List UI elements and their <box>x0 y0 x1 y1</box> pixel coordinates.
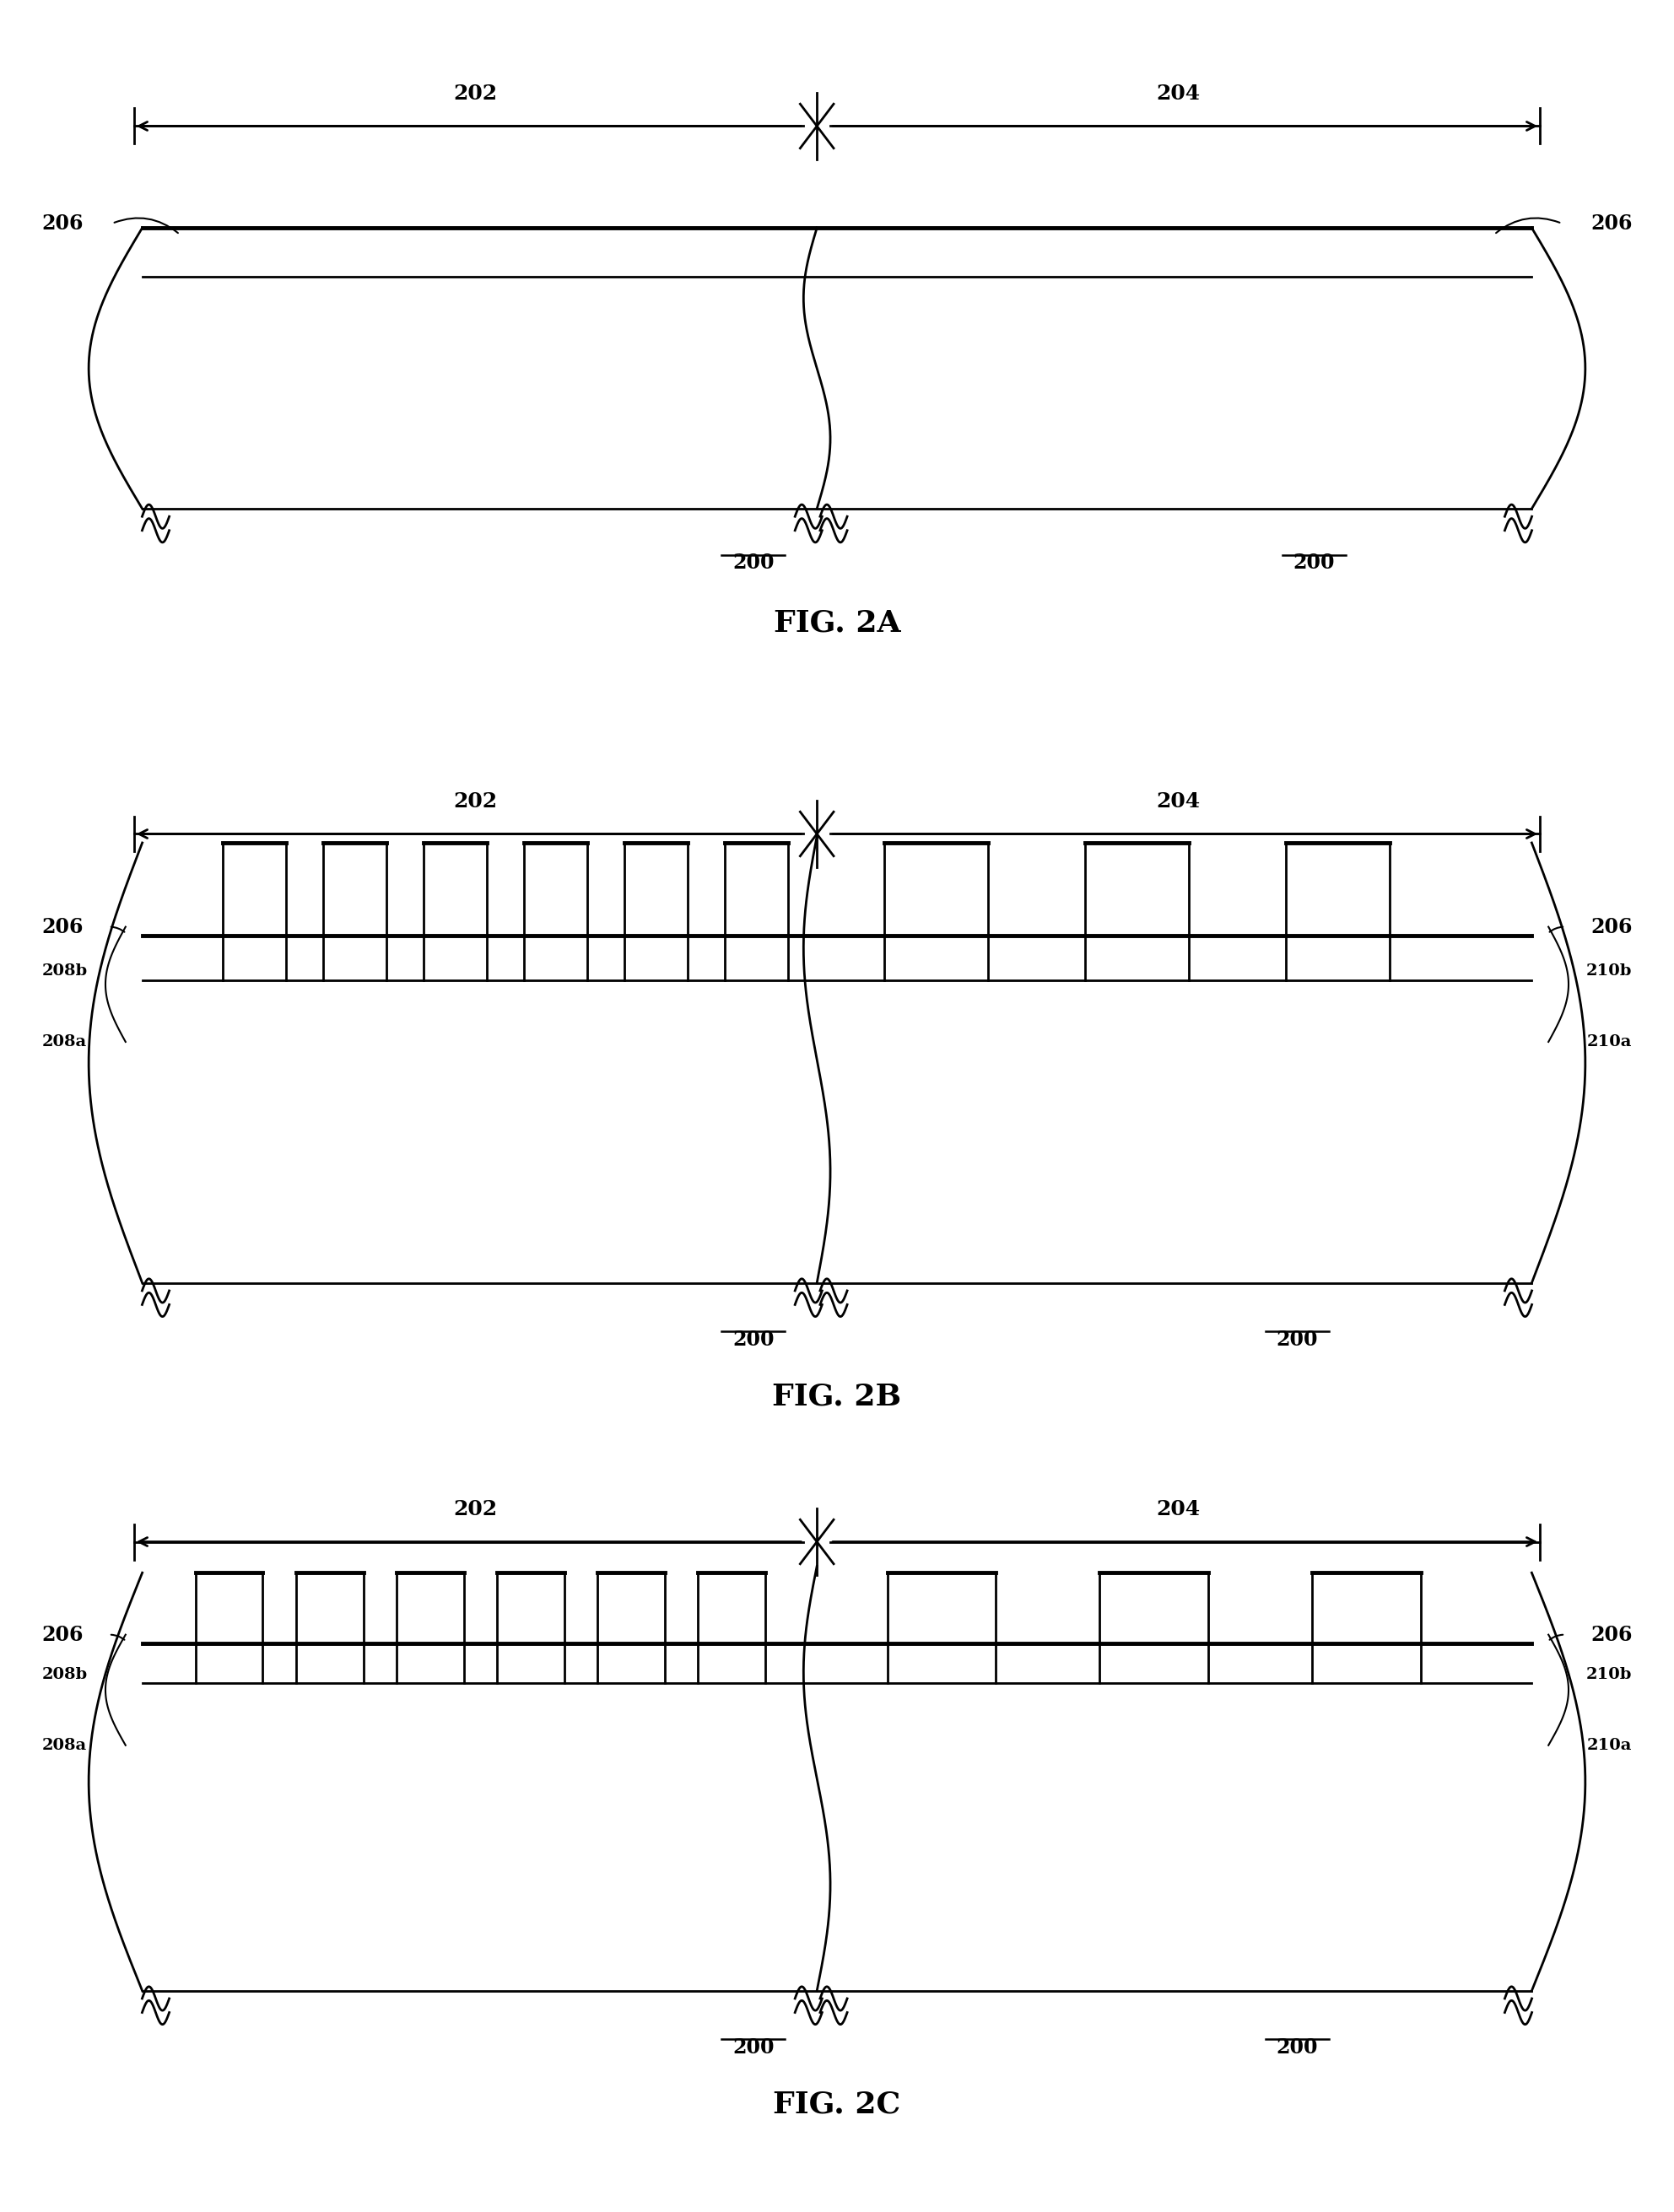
Text: FIG. 2C: FIG. 2C <box>773 2090 901 2119</box>
Text: 204: 204 <box>1157 1500 1200 1520</box>
Text: 210b: 210b <box>1587 964 1632 978</box>
Text: 200: 200 <box>1277 1329 1317 1349</box>
Text: 210b: 210b <box>1587 1668 1632 1681</box>
Text: 200: 200 <box>1277 2037 1317 2057</box>
Text: 210a: 210a <box>1587 1739 1632 1752</box>
Text: 208a: 208a <box>42 1035 87 1048</box>
Text: 210a: 210a <box>1587 1035 1632 1048</box>
Text: 204: 204 <box>1157 792 1200 812</box>
Text: 202: 202 <box>454 1500 497 1520</box>
Text: 202: 202 <box>454 84 497 104</box>
Text: 208b: 208b <box>42 964 87 978</box>
Text: 208a: 208a <box>42 1739 87 1752</box>
Text: 200: 200 <box>733 2037 773 2057</box>
Text: FIG. 2B: FIG. 2B <box>772 1382 902 1411</box>
Text: 200: 200 <box>733 1329 773 1349</box>
Text: 202: 202 <box>454 792 497 812</box>
Text: 206: 206 <box>1590 916 1632 938</box>
Text: 208b: 208b <box>42 1668 87 1681</box>
Text: 206: 206 <box>1590 1624 1632 1646</box>
Text: 206: 206 <box>42 916 84 938</box>
Text: 200: 200 <box>733 553 773 573</box>
Text: 206: 206 <box>42 212 84 234</box>
Text: 200: 200 <box>1294 553 1334 573</box>
Text: 206: 206 <box>1590 212 1632 234</box>
Text: FIG. 2A: FIG. 2A <box>773 608 901 637</box>
Text: 206: 206 <box>42 1624 84 1646</box>
Text: 204: 204 <box>1157 84 1200 104</box>
